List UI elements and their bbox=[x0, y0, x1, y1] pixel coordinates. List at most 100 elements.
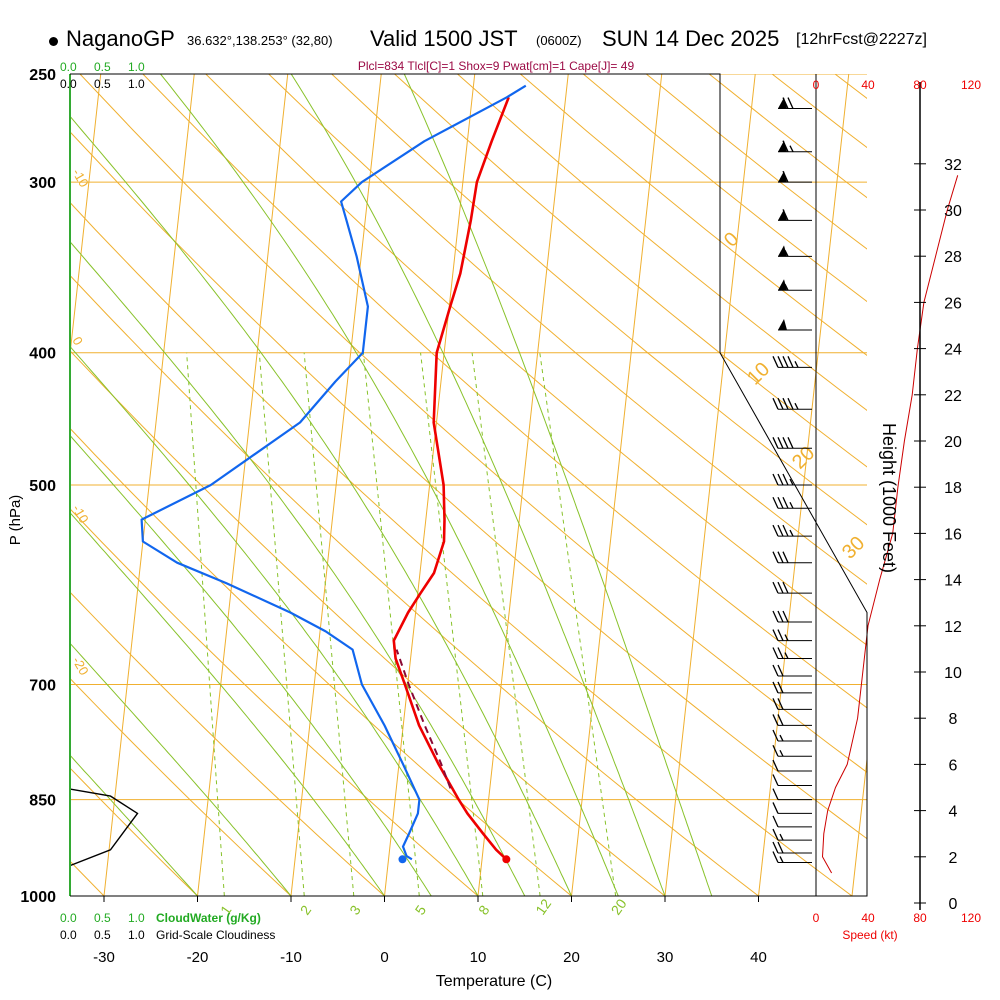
moist-adiabat bbox=[160, 74, 619, 896]
mixing-ratio-label: 20 bbox=[608, 896, 630, 918]
forecast-info: [12hrFcst@2227z] bbox=[796, 31, 927, 48]
moist-adiabat bbox=[70, 115, 572, 896]
wind-barb bbox=[772, 496, 812, 509]
pressure-tick-label: 500 bbox=[29, 478, 56, 495]
height-tick-label: 18 bbox=[944, 480, 962, 497]
plot-frame bbox=[70, 73, 868, 897]
moist-adiabat bbox=[290, 74, 666, 896]
wind-barb bbox=[772, 698, 812, 710]
height-tick-label: 4 bbox=[949, 804, 958, 821]
wind-barbs bbox=[772, 97, 812, 863]
temperature-trace bbox=[392, 96, 510, 861]
dewpoint-trace bbox=[140, 84, 527, 861]
isotherm-line bbox=[197, 74, 289, 896]
speed-axis-top: 0 40 80 120 bbox=[813, 78, 982, 92]
height-tick-label: 14 bbox=[944, 573, 962, 590]
speed-axis-label: Speed (kt) bbox=[842, 928, 897, 942]
mixing-ratio-labels: 1 2 3 5 8 12 20 bbox=[217, 896, 630, 918]
dry-adiabat bbox=[205, 74, 867, 646]
moist-adiabat bbox=[70, 754, 198, 896]
wind-barb bbox=[772, 802, 812, 814]
isotherm-line bbox=[664, 74, 756, 896]
dry-adiabat bbox=[70, 350, 666, 896]
cloud-axis-bottom-green: 0.0 0.5 1.0 bbox=[60, 911, 145, 925]
height-tick-label: 2 bbox=[949, 850, 958, 867]
mixing-ratio-line bbox=[303, 352, 355, 896]
mixing-ratio-label: 2 bbox=[297, 902, 315, 918]
wind-barb bbox=[772, 841, 812, 854]
height-tick-label: 30 bbox=[944, 203, 962, 220]
wind-barb bbox=[772, 828, 812, 841]
dry-adiabat bbox=[79, 74, 867, 773]
wind-barb bbox=[772, 397, 812, 410]
isotherm-label: 0 bbox=[720, 228, 743, 251]
wind-barb bbox=[778, 140, 812, 153]
dry-adiabat bbox=[520, 74, 867, 357]
wind-barb bbox=[772, 551, 812, 564]
height-tick-label: 6 bbox=[949, 757, 958, 774]
indices-text: Plcl=834 Tlcl[C]=1 Shox=9 Pwat[cm]=1 Cap… bbox=[358, 59, 635, 73]
station-dot-icon bbox=[49, 37, 58, 46]
dry-adiabat bbox=[70, 131, 867, 840]
x-tick-label: -10 bbox=[280, 949, 302, 966]
wind-barb bbox=[772, 647, 812, 660]
wind-barb bbox=[778, 97, 812, 110]
cloudwater-label: CloudWater (g/Kg) bbox=[156, 911, 261, 925]
x-tick-label: 20 bbox=[563, 949, 580, 966]
isotherm-line bbox=[103, 74, 195, 896]
isotherm-label: 30 bbox=[838, 532, 869, 563]
mixing-ratio-line bbox=[471, 352, 541, 896]
mixing-ratio-line bbox=[186, 352, 225, 896]
parcel-trace bbox=[395, 649, 452, 789]
svg-text:40: 40 bbox=[861, 911, 875, 925]
height-tick-label: 26 bbox=[944, 295, 962, 312]
height-tick-label: 20 bbox=[944, 434, 962, 451]
svg-text:0: 0 bbox=[813, 78, 820, 92]
isotherm-line bbox=[477, 74, 569, 896]
dry-adiabat bbox=[331, 74, 867, 526]
isotherm-line bbox=[290, 74, 382, 896]
pressure-tick-label: 400 bbox=[29, 346, 56, 363]
pressure-tick-label: 300 bbox=[29, 175, 56, 192]
surface-dewpoint-dot bbox=[398, 855, 407, 864]
dry-adiabat bbox=[457, 74, 867, 411]
moist-adiabat bbox=[70, 345, 479, 896]
svg-text:120: 120 bbox=[961, 78, 981, 92]
moist-adiabat bbox=[70, 642, 292, 896]
height-tick-label: 22 bbox=[944, 388, 962, 405]
wind-barb bbox=[778, 209, 812, 221]
dry-adiabat bbox=[142, 74, 867, 709]
mixing-ratio-label: 12 bbox=[532, 896, 554, 918]
x-tick-label: 0 bbox=[380, 949, 388, 966]
height-tick-label: 16 bbox=[944, 526, 962, 543]
station-coords: 36.632°,138.253° (32,80) bbox=[187, 33, 333, 48]
height-tick-label: 12 bbox=[944, 619, 962, 636]
wind-barb bbox=[772, 664, 812, 677]
wind-barb bbox=[772, 581, 812, 594]
cloud-axis-bottom-black: 0.0 0.5 1.0 bbox=[60, 928, 145, 942]
wind-barb bbox=[772, 524, 812, 537]
mixing-ratio-line bbox=[539, 352, 617, 896]
height-tick-label: 28 bbox=[944, 249, 962, 266]
wind-barb bbox=[772, 729, 812, 742]
wind-barb bbox=[772, 788, 812, 801]
wind-barb bbox=[772, 629, 812, 642]
x-tick-label: 40 bbox=[750, 949, 767, 966]
x-tick-label: 10 bbox=[470, 949, 487, 966]
wind-barb bbox=[772, 714, 812, 726]
isotherm-label: -20 bbox=[69, 654, 91, 678]
wind-barb bbox=[772, 774, 812, 787]
isotherm-label: -10 bbox=[69, 502, 91, 526]
cloudwater-trace bbox=[70, 788, 139, 867]
dry-adiabat bbox=[394, 74, 867, 468]
x-axis-title: Temperature (C) bbox=[436, 973, 552, 990]
pressure-tick-label: 850 bbox=[29, 793, 56, 810]
mixing-ratio-label: 5 bbox=[412, 902, 430, 918]
dry-adiabat bbox=[70, 591, 385, 896]
mixing-ratio-line bbox=[420, 352, 484, 896]
wind-barb bbox=[772, 356, 812, 368]
svg-text:80: 80 bbox=[913, 911, 927, 925]
wind-barb bbox=[778, 319, 812, 331]
wind-barb bbox=[772, 610, 812, 623]
